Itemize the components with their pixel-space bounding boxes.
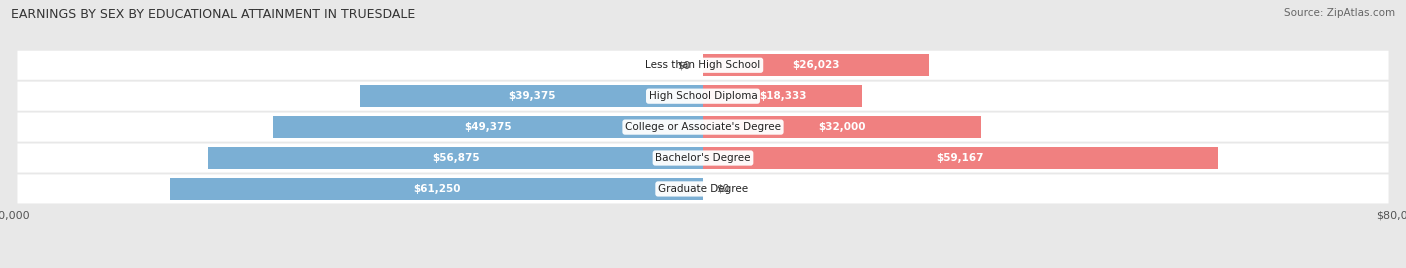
- Text: $61,250: $61,250: [413, 184, 460, 194]
- Bar: [170, 178, 703, 200]
- Text: $26,023: $26,023: [793, 60, 839, 70]
- Text: $0: $0: [676, 60, 690, 70]
- Bar: [208, 147, 703, 169]
- FancyBboxPatch shape: [17, 143, 1389, 173]
- Bar: [703, 116, 981, 138]
- Text: Less than High School: Less than High School: [645, 60, 761, 70]
- FancyBboxPatch shape: [17, 113, 1389, 142]
- Text: $39,375: $39,375: [508, 91, 555, 101]
- Bar: [703, 147, 1218, 169]
- FancyBboxPatch shape: [17, 51, 1389, 80]
- FancyBboxPatch shape: [17, 174, 1389, 203]
- Text: $18,333: $18,333: [759, 91, 807, 101]
- Text: $0: $0: [716, 184, 730, 194]
- Text: $59,167: $59,167: [936, 153, 984, 163]
- Text: Source: ZipAtlas.com: Source: ZipAtlas.com: [1284, 8, 1395, 18]
- Bar: [703, 85, 862, 107]
- Text: EARNINGS BY SEX BY EDUCATIONAL ATTAINMENT IN TRUESDALE: EARNINGS BY SEX BY EDUCATIONAL ATTAINMEN…: [11, 8, 416, 21]
- Text: $56,875: $56,875: [432, 153, 479, 163]
- Text: Graduate Degree: Graduate Degree: [658, 184, 748, 194]
- Text: $32,000: $32,000: [818, 122, 866, 132]
- Bar: [703, 54, 929, 76]
- Bar: [360, 85, 703, 107]
- Text: High School Diploma: High School Diploma: [648, 91, 758, 101]
- Bar: [273, 116, 703, 138]
- Text: College or Associate's Degree: College or Associate's Degree: [626, 122, 780, 132]
- Text: $49,375: $49,375: [464, 122, 512, 132]
- Text: Bachelor's Degree: Bachelor's Degree: [655, 153, 751, 163]
- FancyBboxPatch shape: [17, 82, 1389, 111]
